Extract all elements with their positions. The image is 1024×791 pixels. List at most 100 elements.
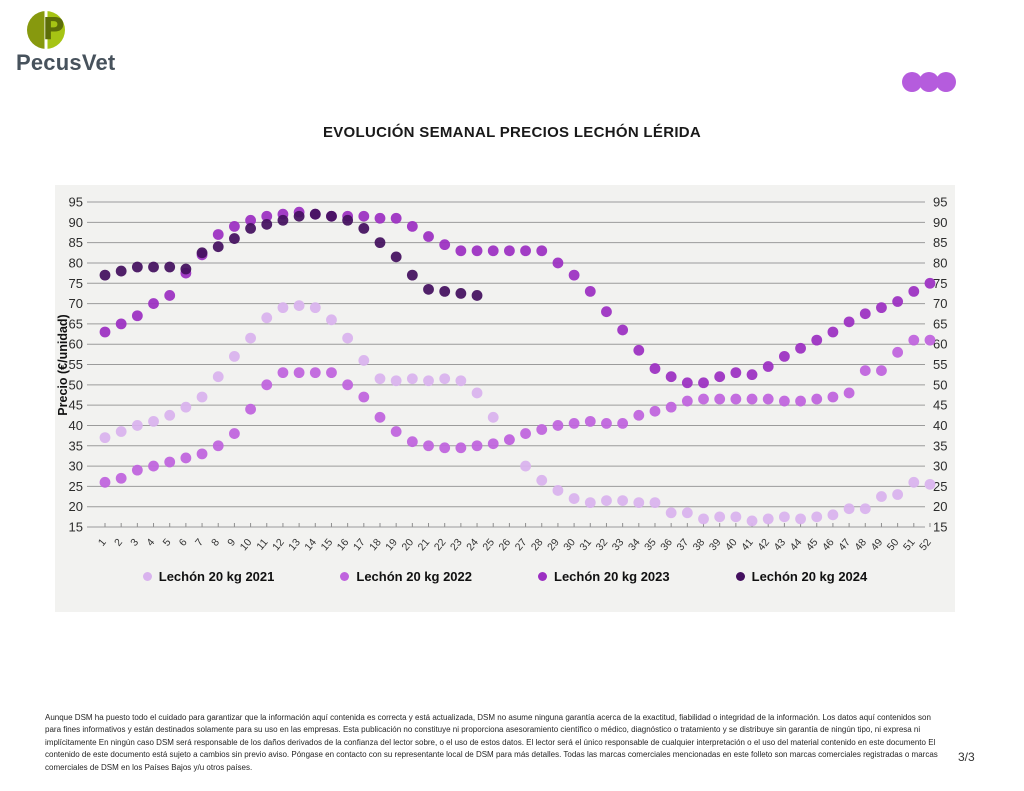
data-point bbox=[342, 332, 354, 344]
data-point bbox=[601, 306, 612, 318]
svg-text:29: 29 bbox=[545, 536, 562, 553]
chart-panel: 95 95 90 90 85 85 80 80 75 75 70 70 65 65 60 60 55 55 50 50… bbox=[55, 185, 955, 612]
svg-text:16: 16 bbox=[335, 536, 352, 553]
svg-text:40: 40 bbox=[69, 418, 83, 433]
data-point bbox=[698, 377, 709, 389]
data-point bbox=[908, 476, 920, 488]
svg-text:65: 65 bbox=[933, 316, 947, 331]
data-point bbox=[180, 452, 192, 464]
legend-item-2022: Lechón 20 kg 2022 bbox=[340, 569, 472, 584]
svg-text:85: 85 bbox=[933, 235, 947, 250]
data-point bbox=[212, 440, 224, 452]
data-point bbox=[762, 513, 774, 525]
data-point bbox=[698, 393, 709, 405]
data-point bbox=[471, 387, 483, 399]
data-point bbox=[714, 371, 726, 383]
data-point bbox=[665, 401, 677, 413]
series-lechón-20-kg-2021 bbox=[99, 300, 936, 527]
svg-text:20: 20 bbox=[399, 536, 416, 553]
data-point bbox=[180, 401, 192, 413]
svg-text:6: 6 bbox=[177, 536, 190, 548]
data-point bbox=[681, 377, 693, 389]
svg-text:70: 70 bbox=[69, 296, 83, 311]
data-point bbox=[358, 223, 370, 234]
svg-text:24: 24 bbox=[464, 536, 481, 553]
svg-text:95: 95 bbox=[69, 195, 83, 210]
data-point bbox=[552, 485, 564, 496]
header-dots-decoration bbox=[902, 72, 956, 92]
data-point bbox=[827, 391, 839, 403]
data-point bbox=[99, 476, 111, 488]
data-point bbox=[196, 391, 208, 403]
data-point bbox=[261, 210, 273, 222]
svg-text:38: 38 bbox=[691, 536, 708, 553]
data-point bbox=[406, 269, 418, 281]
svg-text:22: 22 bbox=[432, 536, 449, 553]
data-point bbox=[924, 478, 936, 490]
data-point bbox=[504, 434, 515, 446]
legend-label: Lechón 20 kg 2023 bbox=[554, 569, 670, 584]
data-point bbox=[471, 440, 483, 452]
svg-text:15: 15 bbox=[319, 536, 336, 553]
svg-text:15: 15 bbox=[933, 520, 947, 535]
data-point bbox=[876, 302, 887, 314]
data-point bbox=[536, 424, 548, 435]
data-point bbox=[778, 511, 790, 523]
data-point bbox=[520, 245, 531, 257]
svg-text:85: 85 bbox=[69, 235, 83, 250]
data-point bbox=[730, 393, 742, 405]
logo-text: PecusVet bbox=[16, 50, 116, 75]
data-point bbox=[908, 334, 920, 346]
svg-text:44: 44 bbox=[788, 536, 805, 553]
svg-text:45: 45 bbox=[933, 398, 947, 413]
svg-text:25: 25 bbox=[69, 479, 83, 494]
data-point bbox=[859, 503, 871, 515]
data-point bbox=[212, 229, 224, 240]
svg-text:35: 35 bbox=[69, 438, 83, 453]
data-point bbox=[778, 395, 790, 407]
svg-text:14: 14 bbox=[302, 536, 319, 553]
svg-text:40: 40 bbox=[723, 536, 740, 553]
svg-text:60: 60 bbox=[69, 337, 83, 352]
svg-text:27: 27 bbox=[513, 536, 530, 553]
svg-text:13: 13 bbox=[286, 536, 303, 553]
svg-text:55: 55 bbox=[933, 357, 947, 372]
data-point bbox=[795, 395, 806, 407]
data-point bbox=[326, 367, 337, 379]
data-point bbox=[115, 318, 127, 330]
data-point bbox=[908, 285, 920, 297]
legend-item-2021: Lechón 20 kg 2021 bbox=[142, 569, 274, 584]
svg-text:39: 39 bbox=[707, 536, 724, 553]
header-dot-icon bbox=[936, 72, 956, 92]
data-point bbox=[698, 513, 709, 525]
data-point bbox=[180, 263, 192, 275]
data-point bbox=[390, 375, 402, 387]
data-point bbox=[326, 210, 337, 222]
svg-text:55: 55 bbox=[69, 357, 83, 372]
data-point bbox=[536, 245, 548, 257]
data-point bbox=[439, 442, 451, 454]
data-point bbox=[277, 302, 289, 314]
data-point bbox=[229, 350, 240, 362]
header-dot-icon bbox=[919, 72, 939, 92]
series-lechón-20-kg-2022 bbox=[99, 334, 936, 488]
data-point bbox=[795, 513, 806, 525]
data-point bbox=[487, 245, 499, 257]
data-point bbox=[487, 438, 499, 450]
data-point bbox=[423, 375, 434, 387]
svg-text:1: 1 bbox=[96, 536, 109, 548]
data-point bbox=[358, 355, 370, 366]
y-axis-labels: 95 95 90 90 85 85 80 80 75 75 70 70 65 65 60 60 55 55 50 50… bbox=[69, 195, 948, 535]
data-point bbox=[892, 346, 904, 358]
svg-text:23: 23 bbox=[448, 536, 465, 553]
svg-text:18: 18 bbox=[367, 536, 384, 553]
svg-text:48: 48 bbox=[852, 536, 869, 553]
header-dot-icon bbox=[902, 72, 922, 92]
data-point bbox=[876, 365, 887, 376]
chart-legend: Lechón 20 kg 2021 Lechón 20 kg 2022 Lechón… bbox=[55, 569, 955, 584]
data-point bbox=[746, 515, 758, 527]
svg-text:60: 60 bbox=[933, 337, 947, 352]
data-point bbox=[843, 316, 855, 328]
data-point bbox=[568, 269, 580, 281]
